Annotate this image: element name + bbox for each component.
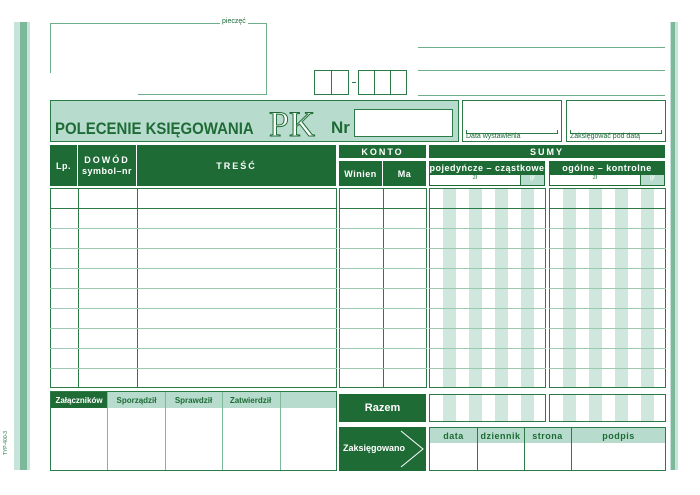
- razem-sum-ogolne[interactable]: [549, 394, 666, 422]
- stamp-box[interactable]: [50, 23, 267, 95]
- col-winien: Winien: [339, 161, 382, 186]
- sig-approved: Zatwierdził: [229, 395, 272, 405]
- nr-label: Nr: [331, 118, 350, 137]
- form-code: TYP-400-3: [3, 430, 10, 456]
- entries-table-konto[interactable]: [339, 188, 427, 388]
- entries-sum-pojedyncze[interactable]: [429, 188, 546, 388]
- col-sumy: SUMY: [429, 145, 665, 158]
- right-margin-stripe: [670, 22, 678, 470]
- date-issued-label: Data wystawienia: [466, 133, 521, 140]
- posting-col-dziennik: dziennik: [480, 430, 521, 441]
- posting-table[interactable]: data dziennik strona podpis: [429, 427, 666, 471]
- chevron-right-icon: [400, 430, 424, 468]
- col-ma: Ma: [383, 161, 426, 186]
- col-konto: KONTO: [339, 145, 426, 158]
- address-line[interactable]: [418, 47, 665, 48]
- zl-label: zł: [550, 175, 640, 185]
- dowod-label: DOWÓD: [84, 154, 130, 165]
- gr-label: gr: [641, 175, 664, 185]
- posting-col-strona: strona: [532, 430, 563, 441]
- stamp-label: pieczęć: [220, 18, 248, 25]
- pojedyncze-label: pojedyńcze – cząstkowe: [429, 163, 545, 173]
- sig-checked: Sprawdził: [174, 395, 213, 405]
- address-line[interactable]: [418, 70, 665, 71]
- razem-label: Razem: [339, 394, 426, 422]
- ogolne-label: ogólne – kontrolne: [562, 163, 652, 173]
- razem-sum-pojedyncze[interactable]: [429, 394, 546, 422]
- zaksiegowano-box: Zaksięgowano: [339, 427, 426, 471]
- entries-sum-ogolne[interactable]: [549, 188, 666, 388]
- doc-code: PK: [268, 104, 316, 145]
- signatures-table[interactable]: Załączników Sporządził Sprawdził Zatwier…: [50, 391, 337, 471]
- col-lp: Lp.: [50, 145, 77, 186]
- col-dowod: DOWÓD symbol–nr: [78, 145, 136, 186]
- sig-attachments: Załączników: [51, 392, 107, 408]
- gr-label: gr: [521, 175, 544, 185]
- posting-col-podpis: podpis: [602, 430, 635, 441]
- zaksiegowano-label: Zaksięgowano: [343, 443, 406, 453]
- dowod-sub-label: symbol–nr: [81, 165, 132, 176]
- date-issued-field[interactable]: Data wystawienia: [462, 100, 562, 142]
- post-date-field[interactable]: Zaksięgować pod datą: [566, 100, 666, 142]
- entries-table-left[interactable]: [50, 188, 337, 388]
- post-date-label: Zaksięgować pod datą: [570, 133, 641, 140]
- left-margin-stripe: [14, 22, 30, 470]
- sig-prepared: Sporządził: [116, 395, 157, 405]
- number-cells[interactable]: [314, 70, 408, 95]
- posting-col-data: data: [443, 430, 464, 441]
- form-title: POLECENIE KSIĘGOWANIA: [55, 119, 254, 138]
- address-line[interactable]: [418, 95, 665, 96]
- col-pojedyncze: pojedyńcze – cząstkowe zł gr: [429, 161, 545, 186]
- zl-label: zł: [430, 175, 520, 185]
- col-ogolne: ogólne – kontrolne zł gr: [549, 161, 665, 186]
- col-tresc: TREŚĆ: [137, 145, 336, 186]
- nr-field[interactable]: [354, 109, 453, 137]
- title-band: POLECENIE KSIĘGOWANIA PK Nr: [50, 100, 459, 145]
